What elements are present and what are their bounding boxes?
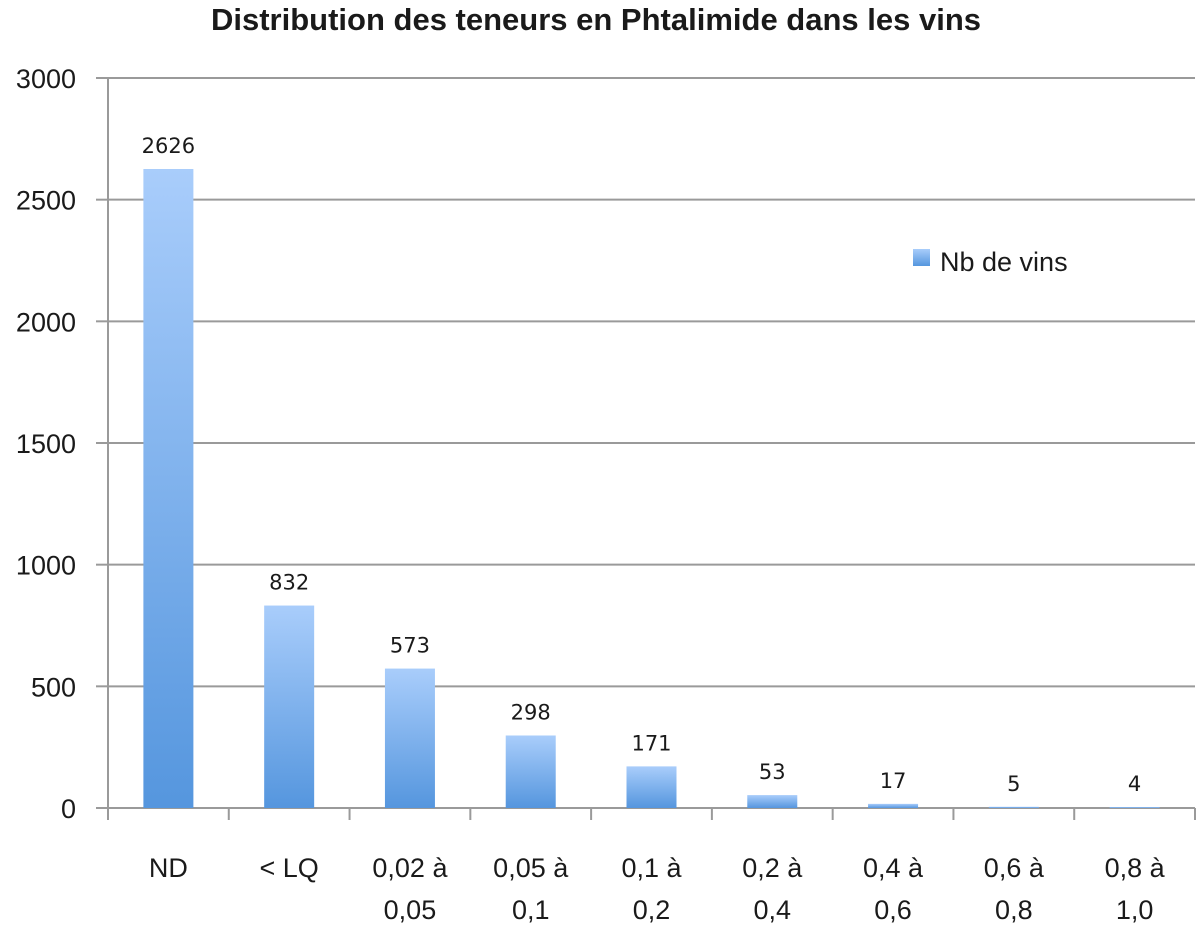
y-tick-label: 500 (31, 672, 76, 702)
y-tick-label: 3000 (16, 64, 76, 94)
legend-swatch (913, 249, 930, 266)
bar (988, 806, 1039, 808)
x-tick-label: 1,0 (1116, 895, 1154, 925)
bar (384, 668, 435, 808)
legend-label: Nb de vins (940, 247, 1068, 277)
data-labels: 2626 832 573 298 171 53 17 5 4 (142, 134, 1142, 796)
data-label: 5 (1007, 772, 1020, 796)
y-tick-label: 1000 (16, 551, 76, 581)
x-tick-label: 0,8 (995, 895, 1033, 925)
bar (264, 605, 315, 808)
y-tick-label: 2000 (16, 307, 76, 337)
y-axis-tick-labels: 0 500 1000 1500 2000 2500 3000 (16, 64, 108, 824)
bar (868, 803, 919, 808)
data-label: 298 (511, 700, 551, 724)
bar (143, 169, 194, 809)
x-tick-label: < LQ (260, 853, 319, 883)
x-tick-label: 0,6 à (984, 853, 1045, 883)
data-label: 832 (269, 571, 309, 595)
bar (626, 766, 677, 808)
bar (1109, 807, 1160, 808)
x-axis-tick-labels: ND < LQ 0,02 à 0,05 0,05 à 0,1 0,1 à 0,2 0,2 à 0,… (149, 853, 1166, 925)
x-tick-label: 0,05 à (493, 853, 569, 883)
x-tick-label: 0,4 à (863, 853, 924, 883)
data-label: 2626 (142, 134, 195, 158)
x-tick-label: 0,8 à (1105, 853, 1166, 883)
legend: Nb de vins (913, 247, 1068, 277)
data-label: 53 (759, 760, 786, 784)
data-label: 573 (390, 634, 430, 658)
y-tick-label: 2500 (16, 186, 76, 216)
gridlines (108, 77, 1195, 688)
x-tick-label: 0,2 (633, 895, 671, 925)
y-tick-label: 1500 (16, 429, 76, 459)
data-label: 171 (631, 731, 671, 755)
bar (505, 735, 556, 808)
x-tick-label: 0,1 (512, 895, 550, 925)
bars (143, 169, 1160, 809)
x-tick-label: ND (149, 853, 188, 883)
x-tick-label: 0,02 à (372, 853, 448, 883)
x-tick-label: 0,05 (384, 895, 437, 925)
data-label: 17 (880, 769, 907, 793)
bar (747, 795, 798, 808)
x-tick-label: 0,2 à (742, 853, 803, 883)
x-tick-label: 0,4 (754, 895, 792, 925)
x-tick-label: 0,6 (874, 895, 912, 925)
y-tick-label: 0 (61, 794, 76, 824)
data-label: 4 (1128, 772, 1141, 796)
x-tick-label: 0,1 à (621, 853, 682, 883)
chart-title: Distribution des teneurs en Phtalimide d… (211, 2, 981, 37)
